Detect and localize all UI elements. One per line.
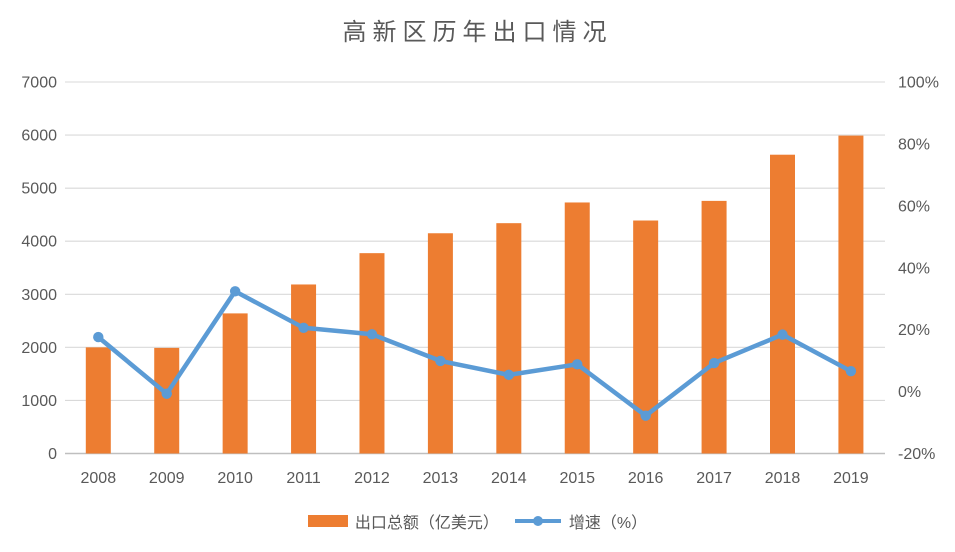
left-axis-tick-label: 5000 xyxy=(21,181,57,198)
marker-2019 xyxy=(845,365,857,377)
left-axis-tick-label: 3000 xyxy=(21,287,57,304)
bar-2019 xyxy=(838,135,864,454)
right-axis-tick-label: 60% xyxy=(898,198,930,215)
chart-legend: 出口总额（亿美元） 增速（%） xyxy=(0,509,955,533)
x-axis-label-2012: 2012 xyxy=(354,470,390,487)
marker-2009 xyxy=(161,388,172,399)
marker-2011 xyxy=(298,322,309,334)
right-axis-tick-label: 80% xyxy=(898,136,930,153)
marker-2012 xyxy=(366,329,378,340)
x-axis-label-2014: 2014 xyxy=(491,470,527,487)
bar-2013 xyxy=(427,233,453,454)
bar-2018 xyxy=(770,154,795,454)
bar-2014 xyxy=(496,223,522,454)
x-axis-label-2019: 2019 xyxy=(833,470,869,487)
x-axis-label-2016: 2016 xyxy=(628,470,664,487)
bar-2012 xyxy=(359,253,385,454)
bar-2009 xyxy=(154,347,180,454)
right-axis-tick-label: 100% xyxy=(898,75,939,92)
x-axis-label-2009: 2009 xyxy=(149,470,185,487)
legend-line-dot-icon xyxy=(532,516,543,526)
chart-plot-area: 0 1000 2000 3000 4000 5000 6000 7000 -20% 0% 20% 40… xyxy=(21,75,939,488)
left-axis-tick-label: 1000 xyxy=(21,393,57,410)
bar-2017 xyxy=(701,200,727,454)
marker-2015 xyxy=(572,359,583,370)
x-axis-label-2013: 2013 xyxy=(423,470,459,487)
marker-2013 xyxy=(435,355,446,367)
x-axis-label-2018: 2018 xyxy=(765,470,801,487)
chart-title: 高新区历年出口情况 xyxy=(342,18,613,46)
legend-bar-label: 出口总额（亿美元） xyxy=(354,515,499,532)
bar-2008 xyxy=(85,347,111,454)
marker-2018 xyxy=(777,329,788,340)
bar-2010 xyxy=(222,313,248,454)
left-axis-tick-label: 6000 xyxy=(21,128,57,145)
x-axis-label-2015: 2015 xyxy=(559,470,595,487)
marker-2010 xyxy=(229,286,241,297)
right-axis-tick-label: -20% xyxy=(898,446,935,463)
legend-bar-swatch xyxy=(307,515,348,527)
bar-2015 xyxy=(564,202,590,454)
legend-line-swatch xyxy=(514,515,561,527)
marker-2016 xyxy=(640,410,651,421)
marker-2014 xyxy=(503,369,515,381)
left-axis-tick-label: 2000 xyxy=(21,340,57,357)
marker-2017 xyxy=(708,357,720,369)
right-axis-tick-label: 0% xyxy=(898,384,921,401)
left-axis-tick-label: 7000 xyxy=(21,75,57,92)
right-axis-tick-label: 20% xyxy=(898,322,930,339)
growth-line xyxy=(96,289,854,418)
x-axis-label-2011: 2011 xyxy=(286,470,321,487)
legend-line-label: 增速（%） xyxy=(568,515,648,532)
right-axis-tick-label: 40% xyxy=(898,260,930,277)
left-axis-tick-label: 0 xyxy=(48,446,57,463)
left-axis-tick-label: 4000 xyxy=(21,234,57,251)
x-axis-label-2017: 2017 xyxy=(696,470,732,487)
x-axis-label-2008: 2008 xyxy=(81,470,117,487)
x-axis-label-2010: 2010 xyxy=(217,470,253,487)
bar-2011 xyxy=(291,284,317,454)
marker-2008 xyxy=(93,331,104,343)
